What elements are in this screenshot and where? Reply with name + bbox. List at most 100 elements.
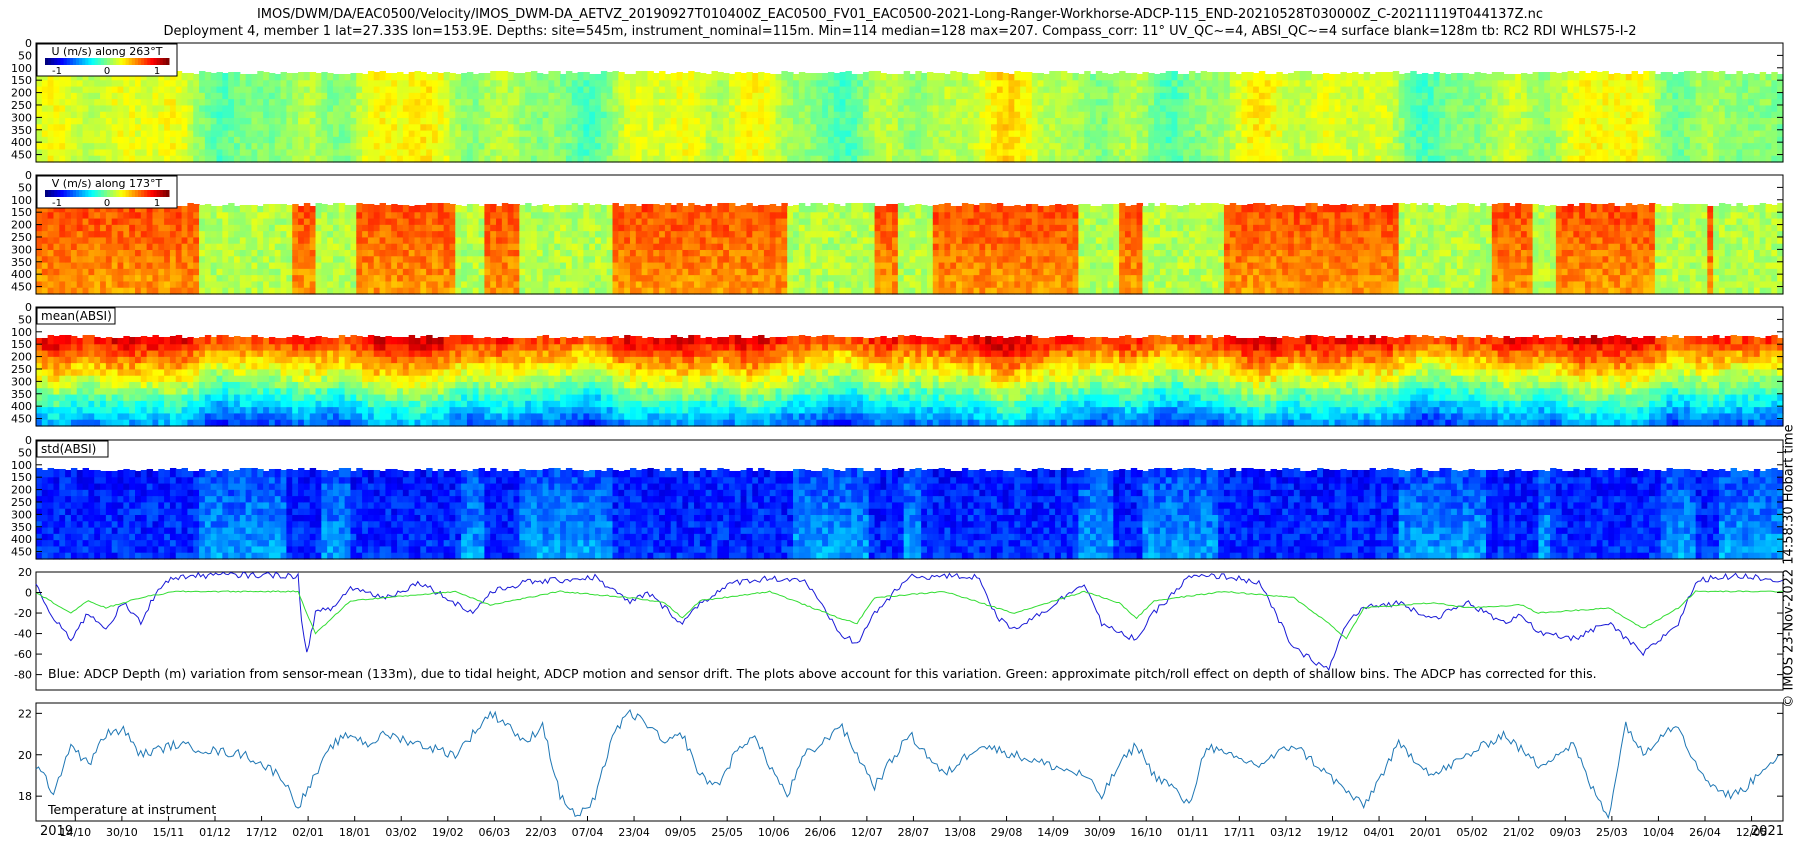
heatmap-cell [875,124,881,131]
heatmap-cell [1760,131,1766,138]
heatmap-cell [217,269,223,276]
heatmap-cell [1445,143,1451,150]
heatmap-cell [531,99,537,106]
heatmap-cell [1247,87,1253,94]
heatmap-cell [1335,105,1341,112]
heatmap-cell [572,87,578,94]
heatmap-cell [601,105,607,112]
heatmap-cell [1602,131,1608,138]
heatmap-cell [490,112,496,119]
heatmap-cell [688,93,694,100]
heatmap-cell [1020,112,1026,119]
heatmap-cell [1719,112,1725,119]
heatmap-cell [1696,124,1702,131]
heatmap-cell [135,105,141,112]
heatmap-cell [700,105,706,112]
heatmap-cell [152,244,158,251]
heatmap-cell [1230,149,1236,156]
heatmap-cell [880,105,886,112]
heatmap-cell [479,99,485,106]
heatmap-cell [298,212,304,219]
heatmap-cell [1404,112,1410,119]
heatmap-cell [246,149,252,156]
heatmap-cell [525,72,531,81]
heatmap-cell [205,256,211,263]
heatmap-cell [880,73,886,81]
heatmap-cell [141,225,147,232]
heatmap-cell [1061,124,1067,131]
heatmap-cell [1329,112,1335,119]
heatmap-cell [1439,87,1445,94]
heatmap-cell [904,99,910,106]
heatmap-cell [164,137,170,144]
heatmap-cell [677,137,683,144]
heatmap-cell [42,99,48,106]
heatmap-cell [321,143,327,150]
heatmap-cell [444,143,450,150]
heatmap-cell [1480,131,1486,138]
heatmap-cell [77,269,83,276]
heatmap-cell [1655,105,1661,112]
heatmap-cell [228,281,234,288]
heatmap-cell [1294,124,1300,131]
colorbar-swatch [70,58,74,65]
heatmap-cell [88,124,94,131]
heatmap-cell [630,124,636,131]
heatmap-cell [851,99,857,106]
heatmap-cell [997,118,1003,125]
heatmap-cell [694,118,700,125]
heatmap-cell [141,212,147,219]
heatmap-cell [1579,80,1585,87]
heatmap-cell [1271,149,1277,156]
heatmap-cell [1142,137,1148,144]
heatmap-cell [222,205,228,213]
heatmap-cell [42,137,48,144]
heatmap-cell [1107,137,1113,144]
heatmap-cell [193,131,199,138]
heatmap-cell [339,74,345,81]
heatmap-cell [339,149,345,156]
heatmap-cell [1445,137,1451,144]
heatmap-cell [1434,137,1440,144]
heatmap-cell [48,124,54,131]
heatmap-cell [1509,137,1515,144]
heatmap-cell [974,105,980,112]
heatmap-cell [263,204,269,213]
heatmap-cell [321,263,327,270]
heatmap-cell [1305,137,1311,144]
heatmap-cell [1276,131,1282,138]
heatmap-cell [275,269,281,276]
heatmap-cell [286,143,292,150]
heatmap-cell [94,237,100,244]
heatmap-cell [1707,71,1713,81]
heatmap-cell [781,149,787,156]
heatmap-cell [36,105,42,112]
heatmap-cell [979,87,985,94]
heatmap-cell [467,72,473,81]
heatmap-cell [461,73,467,81]
heatmap-cell [1014,131,1020,138]
colorbar-swatch [138,58,142,65]
heatmap-cell [1084,124,1090,131]
heatmap-cell [176,80,182,87]
heatmap-cell [904,137,910,144]
heatmap-cell [840,99,846,106]
heatmap-cell [438,105,444,112]
heatmap-cell [1090,87,1096,94]
heatmap-cell [578,143,584,150]
heatmap-cell [1067,80,1073,87]
heatmap-cell [94,93,100,100]
heatmap-cell [298,131,304,138]
heatmap-cell [1317,99,1323,106]
heatmap-cell [345,87,351,94]
heatmap-cell [1148,137,1154,144]
heatmap-cell [1329,93,1335,100]
heatmap-cell [1241,131,1247,138]
heatmap-cell [1154,112,1160,119]
heatmap-cell [781,99,787,106]
heatmap-cell [467,131,473,138]
heatmap-cell [391,99,397,106]
heatmap-cell [1317,137,1323,144]
heatmap-cell [1294,93,1300,100]
heatmap-cell [106,237,112,244]
